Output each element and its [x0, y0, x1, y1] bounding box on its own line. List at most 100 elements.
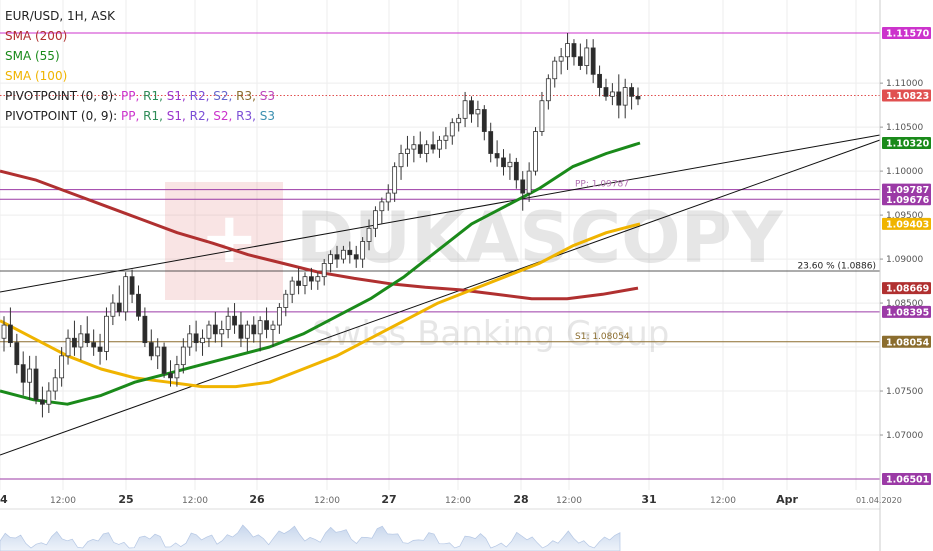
annotation-label: 23.60 % (1.0886): [797, 261, 876, 271]
svg-text:1.10320: 1.10320: [886, 138, 930, 149]
candle: [385, 184, 391, 211]
x-tick-label: 12:00: [445, 496, 471, 506]
legend-pivot-1-item: S3: [255, 89, 275, 103]
candle: [437, 135, 442, 158]
x-tick-label: 31: [641, 493, 656, 506]
price-tag[interactable]: 1.06501: [882, 473, 931, 486]
candle: [238, 311, 244, 348]
y-tick-label: 1.07500: [886, 387, 923, 397]
candle: [264, 307, 269, 339]
watermark-sub: Swiss Banking Group: [312, 314, 669, 354]
price-tag[interactable]: 1.09787: [882, 183, 931, 197]
candle: [405, 135, 410, 167]
candle: [469, 96, 474, 123]
candle: [629, 83, 634, 110]
svg-text:1.06501: 1.06501: [886, 475, 929, 486]
y-tick-label: 1.09000: [886, 255, 923, 265]
legend-pivot-1[interactable]: PIVOTPOINT (0, 8): PP, R1, S1, R2, S2, R…: [5, 86, 275, 106]
legend-sma200[interactable]: SMA (200): [5, 29, 68, 43]
candle: [123, 272, 129, 321]
svg-text:1.10823: 1.10823: [886, 91, 929, 102]
candle: [622, 78, 628, 119]
price-tag[interactable]: 1.09676: [882, 193, 931, 206]
candle: [270, 320, 276, 348]
candle: [328, 250, 334, 273]
candle: [430, 131, 436, 154]
legend-pivot-2-item: R3,: [232, 109, 256, 123]
candle: [571, 39, 577, 66]
price-tag[interactable]: 1.10320: [882, 136, 931, 150]
svg-text:1.09403: 1.09403: [886, 219, 929, 230]
candle: [84, 316, 90, 348]
trendline-upper: [0, 134, 881, 293]
candle: [392, 162, 398, 202]
candle: [616, 74, 622, 119]
x-tick-label: 28: [513, 493, 528, 506]
candle: [78, 325, 84, 361]
candle: [142, 307, 148, 348]
price-tag[interactable]: 1.11570: [882, 27, 931, 40]
legend-pivot-2[interactable]: PIVOTPOINT (0, 9): PP, R1, S1, R2, S2, R…: [5, 106, 275, 126]
candle: [187, 325, 193, 356]
price-tag[interactable]: 1.08395: [882, 305, 931, 319]
x-tick-label: 24: [0, 493, 8, 506]
legend-symbol: EUR/USD, 1H, ASK: [5, 9, 115, 23]
candle: [449, 118, 455, 145]
candle: [174, 355, 180, 387]
price-tag[interactable]: 1.10823: [882, 89, 931, 102]
candle: [577, 43, 583, 70]
price-tag[interactable]: 1.09403: [882, 217, 931, 231]
legend-sma55[interactable]: SMA (55): [5, 49, 60, 63]
candle: [321, 259, 327, 286]
candle: [52, 369, 58, 400]
x-tick-label: 12:00: [556, 496, 582, 506]
x-tick-label: 27: [381, 493, 396, 506]
annotation-label: S1: 1.08054: [575, 332, 630, 342]
candle: [315, 272, 321, 290]
y-tick-label: 1.07000: [886, 431, 923, 441]
candle: [360, 237, 366, 268]
moving-averages: [0, 141, 641, 406]
candle: [40, 386, 45, 418]
legend-sma100[interactable]: SMA (100): [5, 69, 68, 83]
candle: [456, 113, 462, 132]
candle: [411, 135, 417, 163]
candle: [136, 285, 141, 321]
candle: [597, 65, 602, 97]
candle: [609, 83, 615, 106]
svg-text:1.09676: 1.09676: [886, 195, 930, 206]
candle: [488, 122, 494, 163]
legend-pivot-1-label: PIVOTPOINT (0, 8):: [5, 89, 118, 103]
candle: [46, 382, 52, 414]
y-tick-label: 1.09500: [886, 211, 923, 221]
legend-pivot-2-item: S3: [255, 109, 275, 123]
candle: [104, 307, 109, 361]
candle: [308, 267, 314, 290]
candle: [276, 303, 282, 334]
candle: [353, 245, 359, 268]
legend-pivot-2-item: S2,: [209, 109, 233, 123]
candle: [1, 316, 7, 352]
candle: [494, 140, 500, 167]
price-tag[interactable]: 1.08669: [882, 282, 931, 295]
legend-pivot-2-item: R2,: [185, 109, 210, 123]
svg-text:1.08054: 1.08054: [886, 337, 930, 348]
annotations: PP: 1.09787 23.60 % (1.0886) S1: 1.08054: [575, 180, 876, 342]
candle: [289, 276, 295, 304]
price-tag[interactable]: 1.08054: [882, 335, 931, 349]
legend-pivot-1-item: R2,: [185, 89, 210, 103]
candle: [558, 47, 564, 75]
candle: [212, 311, 218, 343]
trendline-lower: [0, 139, 881, 456]
candle: [116, 285, 122, 317]
candle: [302, 272, 308, 295]
y-axis-ticks: 1.11000 1.10500 1.10000 1.09500 1.09000 1.085…: [880, 79, 923, 441]
svg-text:1.08395: 1.08395: [886, 307, 929, 318]
x-tick-label: 26: [249, 493, 265, 506]
legend-pivot-2-item: R1,: [139, 109, 163, 123]
candle: [443, 127, 449, 150]
candle: [97, 333, 103, 365]
candle: [232, 303, 237, 334]
